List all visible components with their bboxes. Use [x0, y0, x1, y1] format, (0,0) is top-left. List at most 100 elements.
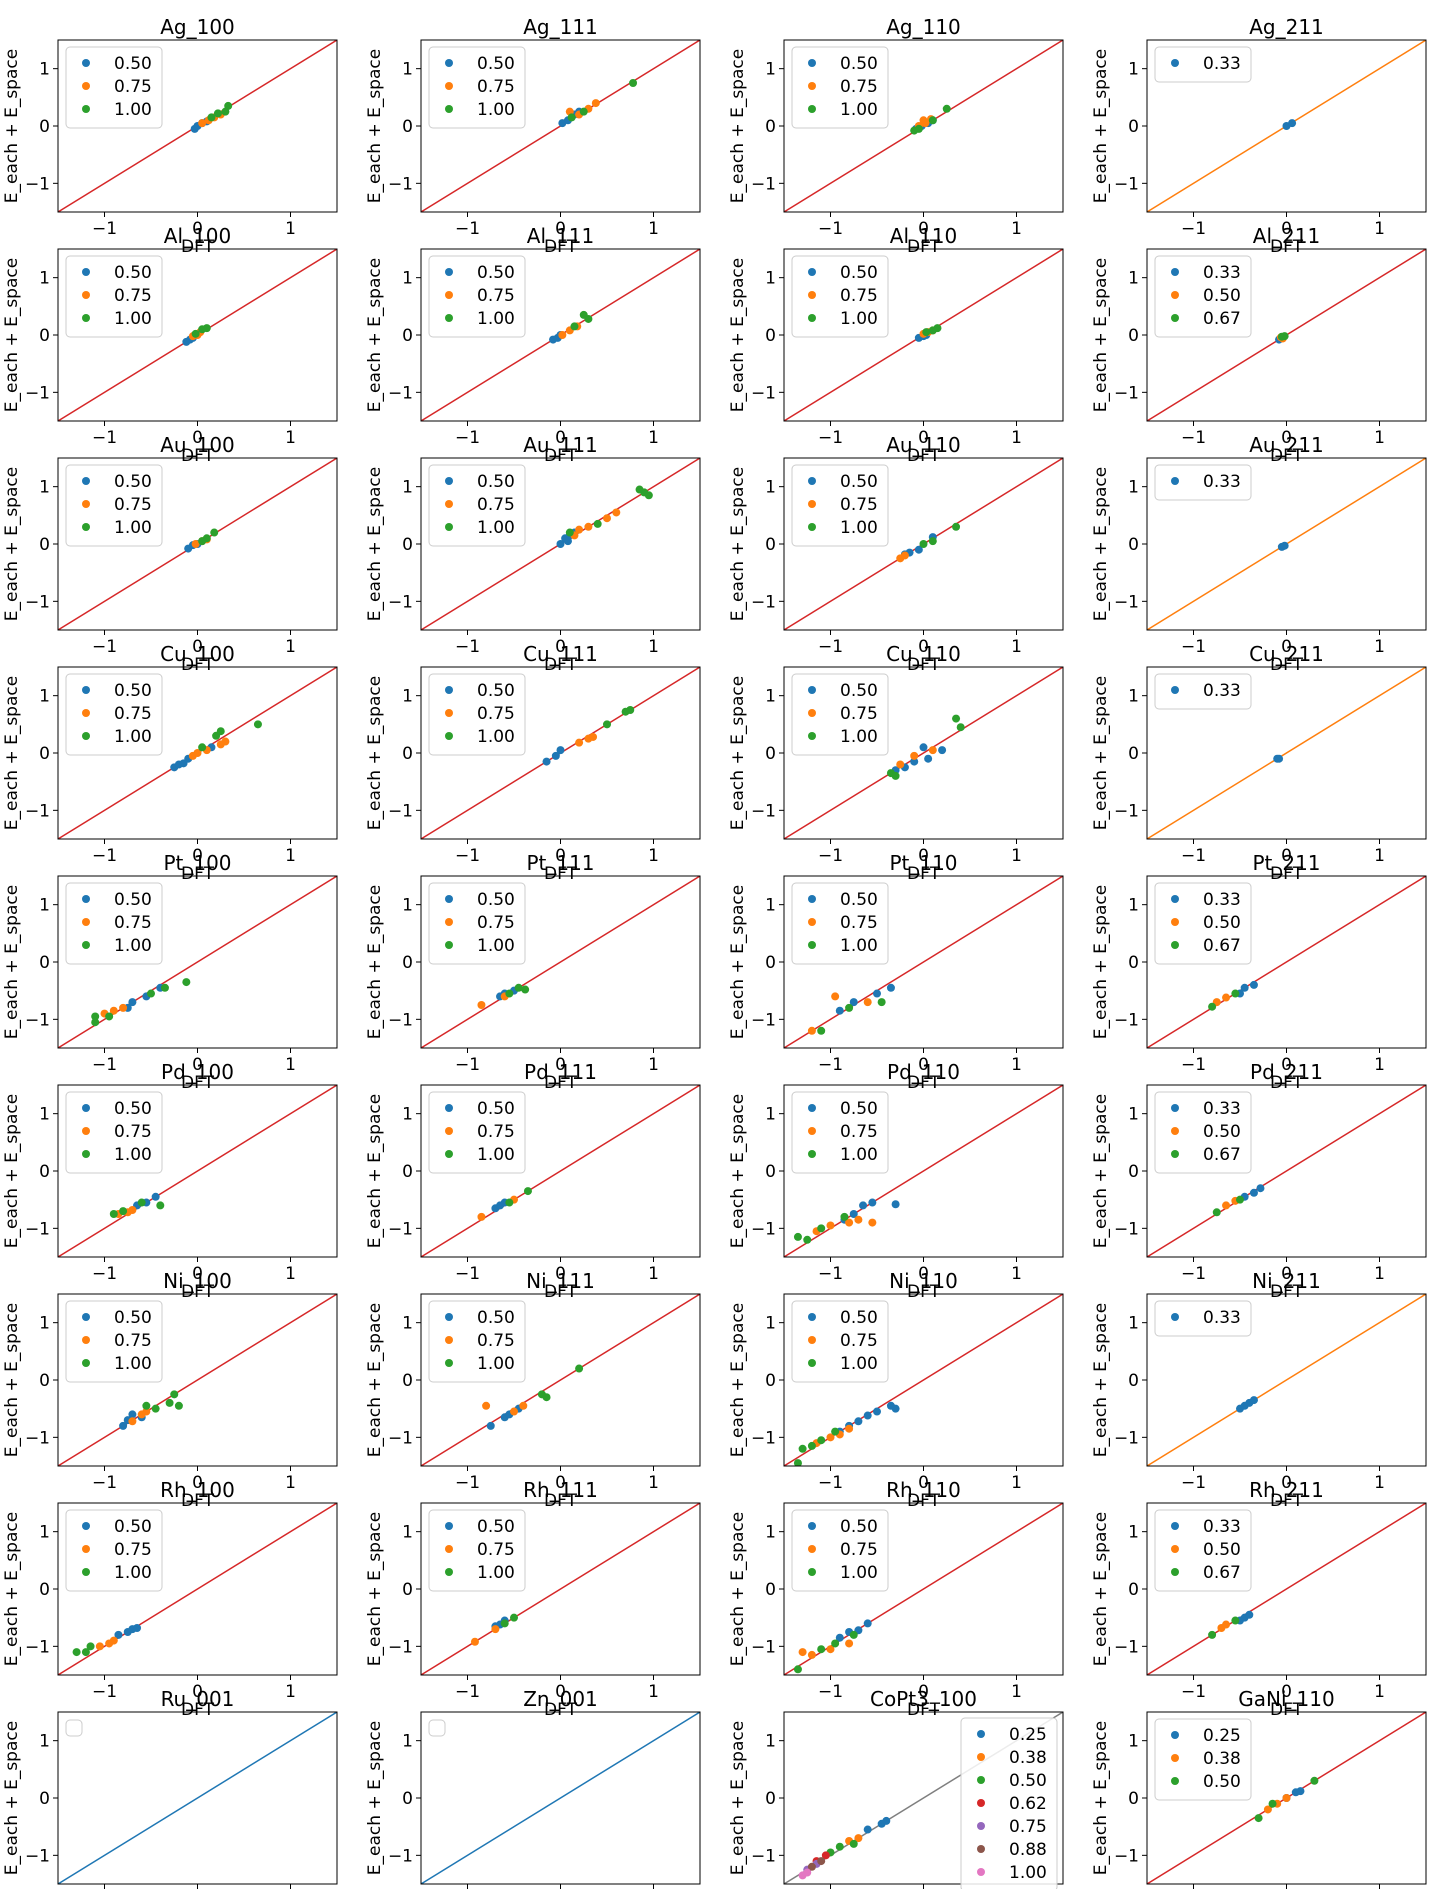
y-axis-label: E_each + E_space [2, 1303, 22, 1457]
x-axis-label: DFT [907, 446, 941, 466]
legend-marker [1171, 1754, 1179, 1762]
data-point [109, 1210, 118, 1218]
legend-label: 0.33 [1203, 890, 1241, 910]
y-tick-label: 1 [39, 269, 50, 289]
legend-label: 0.75 [114, 77, 152, 97]
legend-label: 0.75 [114, 495, 152, 515]
legend-marker [977, 1822, 985, 1830]
data-point [510, 1613, 518, 1622]
y-axis-label: E_each + E_space [2, 467, 22, 621]
x-tick-label: 1 [1011, 1473, 1022, 1493]
legend-label: 0.33 [1203, 263, 1241, 283]
data-point [510, 1407, 518, 1416]
y-tick-label: −1 [25, 1846, 50, 1866]
x-tick-label: 1 [1374, 637, 1385, 657]
legend-label: 0.75 [477, 1540, 515, 1560]
data-point [910, 757, 919, 766]
data-point [798, 1444, 807, 1453]
y-tick-label: 0 [765, 326, 776, 346]
y-tick-label: −1 [751, 1010, 776, 1030]
legend-marker [445, 82, 453, 90]
x-tick-label: −1 [1181, 846, 1206, 866]
y-axis-label: E_each + E_space [2, 49, 22, 203]
data-point [840, 1212, 849, 1221]
data-point [644, 491, 653, 500]
data-point [626, 706, 635, 714]
data-point [952, 714, 961, 723]
x-tick-label: 0 [1281, 846, 1292, 866]
legend-box [65, 1509, 163, 1592]
y-tick-label: 1 [402, 1105, 413, 1125]
x-tick-label: 1 [648, 637, 659, 657]
data-point [910, 751, 919, 760]
y-tick-label: 1 [1128, 1105, 1139, 1125]
data-point [835, 1842, 844, 1851]
legend-marker [1171, 1104, 1179, 1112]
subplot-title: Cu_100 [160, 642, 235, 666]
legend-label: 0.88 [1009, 1840, 1047, 1860]
data-point [1212, 1208, 1221, 1217]
legend-marker [808, 314, 816, 322]
data-point [137, 1198, 146, 1207]
data-point [142, 1401, 151, 1410]
data-point [156, 1201, 165, 1210]
x-tick-label: 1 [648, 219, 659, 239]
data-point [119, 1207, 128, 1216]
data-point [1263, 1805, 1272, 1814]
legend-label: 0.67 [1203, 1145, 1241, 1165]
legend-label: 1.00 [114, 727, 152, 747]
x-tick-label: 0 [918, 219, 929, 239]
y-tick-label: −1 [1114, 383, 1139, 403]
legend-label: 0.50 [477, 1099, 515, 1119]
data-point [519, 1401, 528, 1410]
x-tick-label: 1 [1374, 1682, 1385, 1702]
y-tick-label: 0 [765, 1580, 776, 1600]
x-tick-label: −1 [1181, 1264, 1206, 1284]
x-axis-label: DFT [544, 1700, 578, 1720]
subplot-title: Pt_211 [1252, 851, 1320, 875]
y-tick-label: −1 [751, 801, 776, 821]
x-tick-label: 1 [285, 1055, 296, 1075]
legend-label: 0.50 [1009, 1771, 1047, 1791]
data-point [128, 1410, 137, 1419]
data-point [891, 1200, 900, 1209]
x-axis-label: DFT [907, 864, 941, 884]
x-axis-label: DFT [1270, 1282, 1304, 1302]
legend-marker [808, 82, 816, 90]
x-tick-label: −1 [818, 428, 843, 448]
legend-label: 0.50 [114, 890, 152, 910]
y-tick-label: 1 [765, 687, 776, 707]
y-tick-label: −1 [25, 1219, 50, 1239]
x-axis-label: DFT [1270, 655, 1304, 675]
x-tick-label: −1 [92, 637, 117, 657]
x-tick-label: 1 [648, 1055, 659, 1075]
legend-box [1154, 882, 1252, 965]
legend-label: 0.50 [114, 1517, 152, 1537]
data-point [919, 540, 928, 548]
y-tick-label: −1 [751, 1637, 776, 1657]
y-axis-label: E_each + E_space [365, 1303, 385, 1457]
legend-label: 1.00 [477, 1563, 515, 1583]
data-point [921, 119, 930, 128]
parity-line [421, 1294, 700, 1466]
data-point [207, 113, 216, 122]
data-point [817, 1224, 826, 1233]
y-tick-label: −1 [25, 801, 50, 821]
y-tick-label: 0 [1128, 1371, 1139, 1391]
subplot-Ag_100: −1 0 1 −1 0 1 Ag_100 DFT E_each + E_space 0.50 0.7… [2, 15, 338, 257]
legend-label: 0.75 [840, 286, 878, 306]
x-axis-label: DFT [1270, 446, 1304, 466]
y-axis-label: E_each + E_space [2, 258, 22, 412]
y-tick-label: 0 [39, 1789, 50, 1809]
legend-marker [808, 500, 816, 508]
y-axis-label: E_each + E_space [1091, 885, 1111, 1039]
parity-line [1147, 1294, 1426, 1466]
data-point [877, 998, 886, 1007]
legend-box [1154, 1300, 1252, 1337]
y-tick-label: 0 [1128, 953, 1139, 973]
